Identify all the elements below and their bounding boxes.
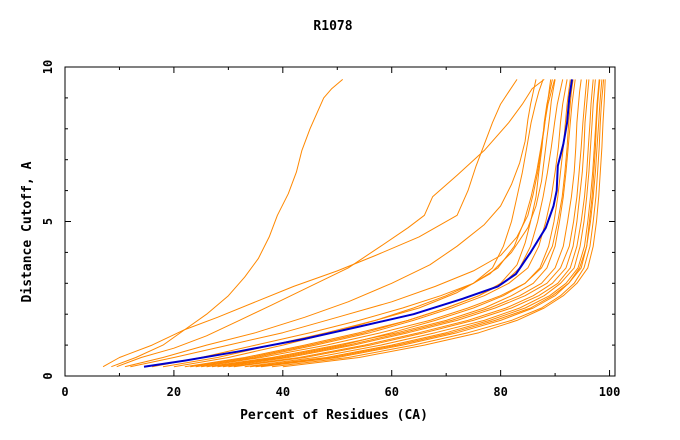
series-line-4 bbox=[124, 79, 537, 368]
y-axis-label: Distance Cutoff, A bbox=[20, 161, 35, 302]
x-tick-label: 60 bbox=[385, 385, 399, 399]
y-tick-label: 0 bbox=[41, 372, 55, 379]
series-line-20 bbox=[271, 79, 605, 368]
series-line-16 bbox=[250, 79, 600, 368]
y-tick-label: 5 bbox=[41, 218, 55, 225]
series-line-18 bbox=[222, 79, 588, 368]
series-line-21 bbox=[190, 79, 564, 368]
series-line-14 bbox=[195, 79, 568, 368]
series-line-6 bbox=[184, 79, 553, 368]
chart-title: R1078 bbox=[313, 19, 352, 34]
series-line-11 bbox=[260, 79, 603, 368]
series-line-5 bbox=[162, 79, 556, 368]
series-line-1 bbox=[111, 79, 344, 368]
series-line-13 bbox=[206, 79, 576, 368]
series-line-2 bbox=[116, 79, 545, 368]
series-line-22 bbox=[255, 79, 601, 368]
series-line-7 bbox=[201, 79, 574, 368]
series-line-10 bbox=[244, 79, 596, 368]
series-line-19 bbox=[211, 79, 571, 368]
series-line-8 bbox=[217, 79, 582, 368]
series-line-17 bbox=[233, 79, 594, 368]
series-line-9 bbox=[228, 79, 590, 368]
x-tick-label: 0 bbox=[61, 385, 68, 399]
series-line-3 bbox=[102, 79, 518, 368]
x-tick-label: 20 bbox=[167, 385, 181, 399]
x-tick-label: 100 bbox=[599, 385, 621, 399]
axis-ticks: 0 20 40 60 80 100 0 5 10 bbox=[41, 60, 620, 399]
series-line-12 bbox=[282, 79, 606, 368]
series-line-24 bbox=[152, 79, 556, 368]
x-tick-label: 80 bbox=[493, 385, 507, 399]
x-axis-label: Percent of Residues (CA) bbox=[240, 408, 428, 423]
y-tick-label: 10 bbox=[41, 60, 55, 74]
series-layer bbox=[102, 79, 606, 368]
series-line-highlight bbox=[143, 79, 573, 368]
x-tick-label: 40 bbox=[276, 385, 290, 399]
